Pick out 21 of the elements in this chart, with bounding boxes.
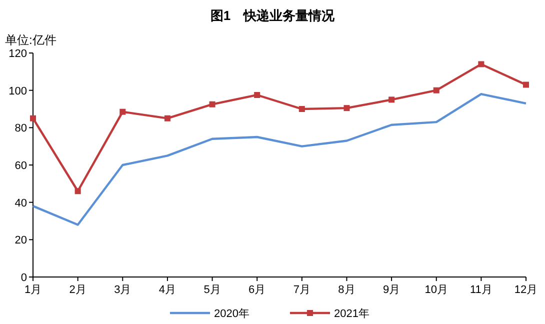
title: 图1 快递业务量情况 [210, 8, 335, 23]
ytick: 100 [8, 85, 27, 98]
ylabel: 单位:亿件 [5, 33, 56, 47]
ytick: 0 [20, 272, 27, 284]
ytick: 80 [14, 122, 27, 135]
ytick: 60 [14, 160, 27, 172]
xtick: 2月 [69, 284, 86, 296]
xtick: 5月 [204, 284, 221, 296]
xtick: 10月 [424, 284, 448, 296]
xtick: 12月 [514, 284, 538, 296]
ytick: 20 [14, 234, 27, 247]
xtick: 3月 [114, 284, 132, 296]
ytick: 40 [14, 197, 27, 210]
xtick: 9月 [382, 284, 400, 296]
xtick: 4月 [158, 284, 176, 296]
ytick: 120 [8, 48, 27, 60]
xtick: 6月 [248, 284, 266, 296]
xtick: 11月 [470, 284, 492, 296]
xtick: 8月 [338, 284, 356, 296]
xtick: 1月 [24, 284, 42, 296]
xtick: 7月 [293, 284, 310, 296]
